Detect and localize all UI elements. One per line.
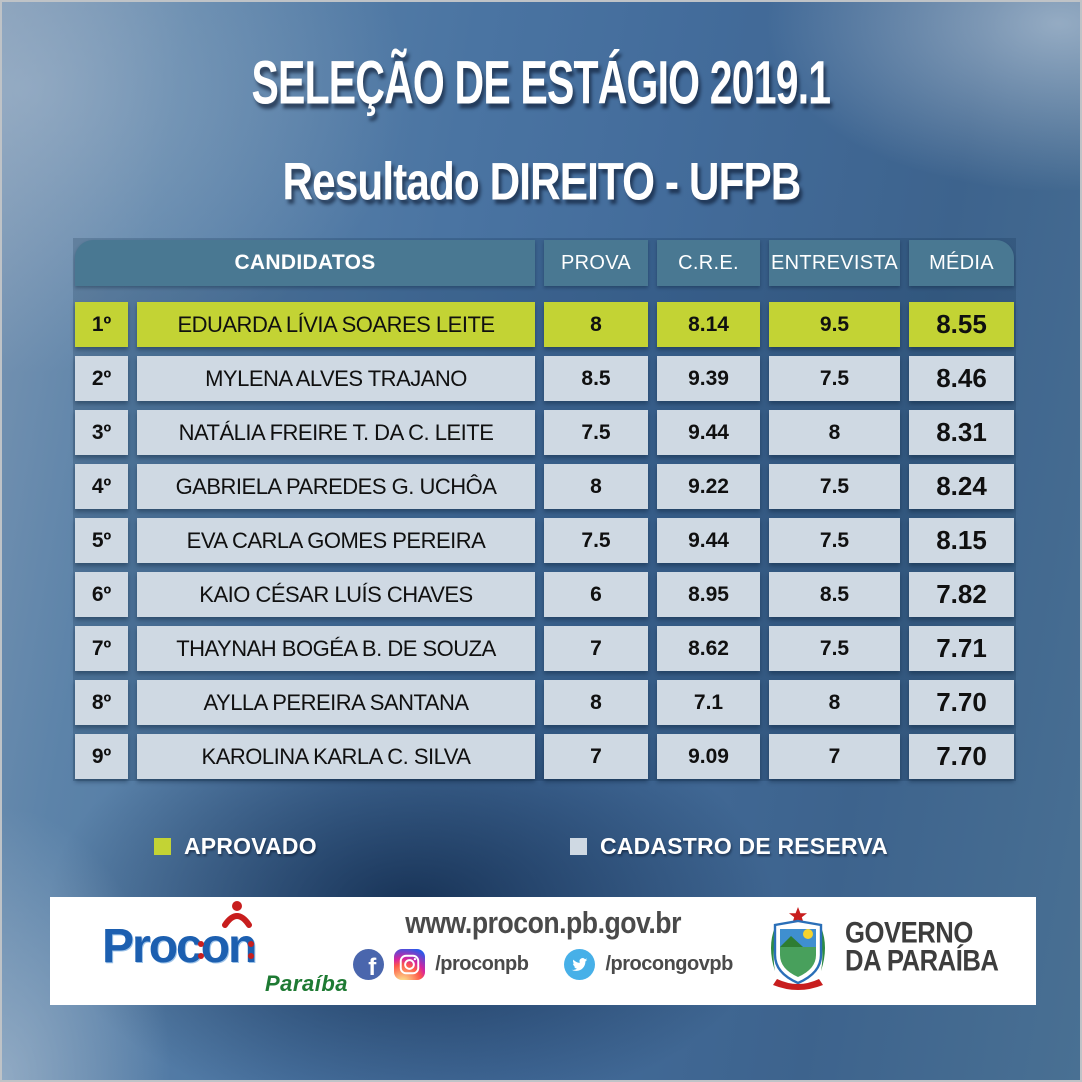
page-subtitle: Resultado DIREITO - UFPB bbox=[282, 151, 801, 211]
rank-cell: 3º bbox=[75, 410, 128, 455]
rank-cell: 4º bbox=[75, 464, 128, 509]
entrevista-score-cell: 7.5 bbox=[769, 626, 900, 671]
logo-dot bbox=[198, 941, 204, 947]
media-score-cell: 7.71 bbox=[909, 626, 1014, 671]
entrevista-score-cell: 9.5 bbox=[769, 302, 900, 347]
website-wrap: www.procon.pb.gov.br bbox=[333, 905, 753, 940]
entrevista-score-cell: 8 bbox=[769, 680, 900, 725]
legend-reserva-label: CADASTRO DE RESERVA bbox=[600, 833, 888, 859]
prova-score-cell: 8 bbox=[544, 680, 648, 725]
header-media: MÉDIA bbox=[909, 240, 1014, 286]
media-score-cell: 7.70 bbox=[909, 734, 1014, 779]
reserve-color-swatch bbox=[570, 838, 587, 855]
twitter-handle: /procongovpb bbox=[605, 953, 733, 975]
social-row: f /proconpb /procongovpb bbox=[333, 949, 753, 980]
person-icon bbox=[222, 901, 252, 928]
rank-cell: 6º bbox=[75, 572, 128, 617]
media-score-cell: 7.82 bbox=[909, 572, 1014, 617]
procon-logo-text: Procon bbox=[102, 920, 257, 973]
header-candidatos: CANDIDATOS bbox=[75, 240, 535, 286]
results-table-header: CANDIDATOS PROVA C.R.E. ENTREVISTA MÉDIA bbox=[75, 240, 1014, 286]
media-score-cell: 8.15 bbox=[909, 518, 1014, 563]
procon-region-text: Paraíba bbox=[265, 971, 348, 996]
media-score-cell: 8.24 bbox=[909, 464, 1014, 509]
media-score-cell: 7.70 bbox=[909, 680, 1014, 725]
media-score-cell: 8.31 bbox=[909, 410, 1014, 455]
approved-color-swatch bbox=[154, 838, 171, 855]
candidate-name-cell: MYLENA ALVES TRAJANO bbox=[137, 356, 535, 401]
candidate-name-cell: EDUARDA LÍVIA SOARES LEITE bbox=[137, 302, 535, 347]
header-entrevista: ENTREVISTA bbox=[769, 240, 900, 286]
prova-score-cell: 7 bbox=[544, 734, 648, 779]
prova-score-cell: 8 bbox=[544, 464, 648, 509]
candidate-name-cell: NATÁLIA FREIRE T. DA C. LEITE bbox=[137, 410, 535, 455]
cre-score-cell: 9.22 bbox=[657, 464, 760, 509]
candidate-name-cell: GABRIELA PAREDES G. UCHÔA bbox=[137, 464, 535, 509]
prova-score-cell: 7 bbox=[544, 626, 648, 671]
header-cre: C.R.E. bbox=[657, 240, 760, 286]
government-text: GOVERNO DA PARAÍBA bbox=[844, 917, 999, 978]
cre-score-cell: 8.14 bbox=[657, 302, 760, 347]
cre-score-cell: 9.09 bbox=[657, 734, 760, 779]
rank-cell: 9º bbox=[75, 734, 128, 779]
cre-score-cell: 9.44 bbox=[657, 518, 760, 563]
prova-score-cell: 8.5 bbox=[544, 356, 648, 401]
media-score-cell: 8.55 bbox=[909, 302, 1014, 347]
entrevista-score-cell: 7 bbox=[769, 734, 900, 779]
facebook-icon: f bbox=[353, 949, 385, 980]
footer-bar: Procon Paraíba www.procon.pb.gov.br f bbox=[50, 897, 1036, 1005]
entrevista-score-cell: 7.5 bbox=[769, 464, 900, 509]
website-url: www.procon.pb.gov.br bbox=[405, 905, 681, 940]
rank-cell: 7º bbox=[75, 626, 128, 671]
rank-cell: 1º bbox=[75, 302, 128, 347]
entrevista-score-cell: 8 bbox=[769, 410, 900, 455]
candidate-name-cell: AYLLA PEREIRA SANTANA bbox=[137, 680, 535, 725]
candidate-name-cell: KAROLINA KARLA C. SILVA bbox=[137, 734, 535, 779]
prova-score-cell: 6 bbox=[544, 572, 648, 617]
page-title: SELEÇÃO DE ESTÁGIO 2019.1 bbox=[251, 48, 832, 118]
cre-score-cell: 8.62 bbox=[657, 626, 760, 671]
rank-cell: 5º bbox=[75, 518, 128, 563]
cre-score-cell: 7.1 bbox=[657, 680, 760, 725]
cre-score-cell: 8.95 bbox=[657, 572, 760, 617]
logo-dot bbox=[248, 953, 254, 959]
results-table-body: 1º EDUARDA LÍVIA SOARES LEITE 8 8.14 9.5… bbox=[75, 302, 1014, 779]
government-logo: GOVERNO DA PARAÍBA bbox=[765, 905, 1003, 991]
cre-score-cell: 9.39 bbox=[657, 356, 760, 401]
header-prova: PROVA bbox=[544, 240, 648, 286]
rank-cell: 8º bbox=[75, 680, 128, 725]
rank-cell: 2º bbox=[75, 356, 128, 401]
prova-score-cell: 7.5 bbox=[544, 518, 648, 563]
entrevista-score-cell: 8.5 bbox=[769, 572, 900, 617]
facebook-instagram-handle: /proconpb bbox=[435, 953, 529, 975]
logo-dot bbox=[248, 941, 254, 947]
prova-score-cell: 8 bbox=[544, 302, 648, 347]
candidate-name-cell: EVA CARLA GOMES PEREIRA bbox=[137, 518, 535, 563]
candidate-name-cell: THAYNAH BOGÉA B. DE SOUZA bbox=[137, 626, 535, 671]
legend-aprovado-label: APROVADO bbox=[184, 833, 317, 859]
entrevista-score-cell: 7.5 bbox=[769, 518, 900, 563]
candidate-name-cell: KAIO CÉSAR LUÍS CHAVES bbox=[137, 572, 535, 617]
twitter-icon bbox=[564, 949, 596, 980]
paraiba-coat-of-arms-icon bbox=[770, 907, 825, 990]
cre-score-cell: 9.44 bbox=[657, 410, 760, 455]
legend-aprovado: APROVADO bbox=[154, 833, 317, 860]
instagram-icon bbox=[394, 949, 426, 980]
prova-score-cell: 7.5 bbox=[544, 410, 648, 455]
logo-dot bbox=[198, 953, 204, 959]
procon-logo: Procon Paraíba bbox=[102, 901, 372, 999]
legend-reserva: CADASTRO DE RESERVA bbox=[570, 833, 888, 860]
entrevista-score-cell: 7.5 bbox=[769, 356, 900, 401]
media-score-cell: 8.46 bbox=[909, 356, 1014, 401]
